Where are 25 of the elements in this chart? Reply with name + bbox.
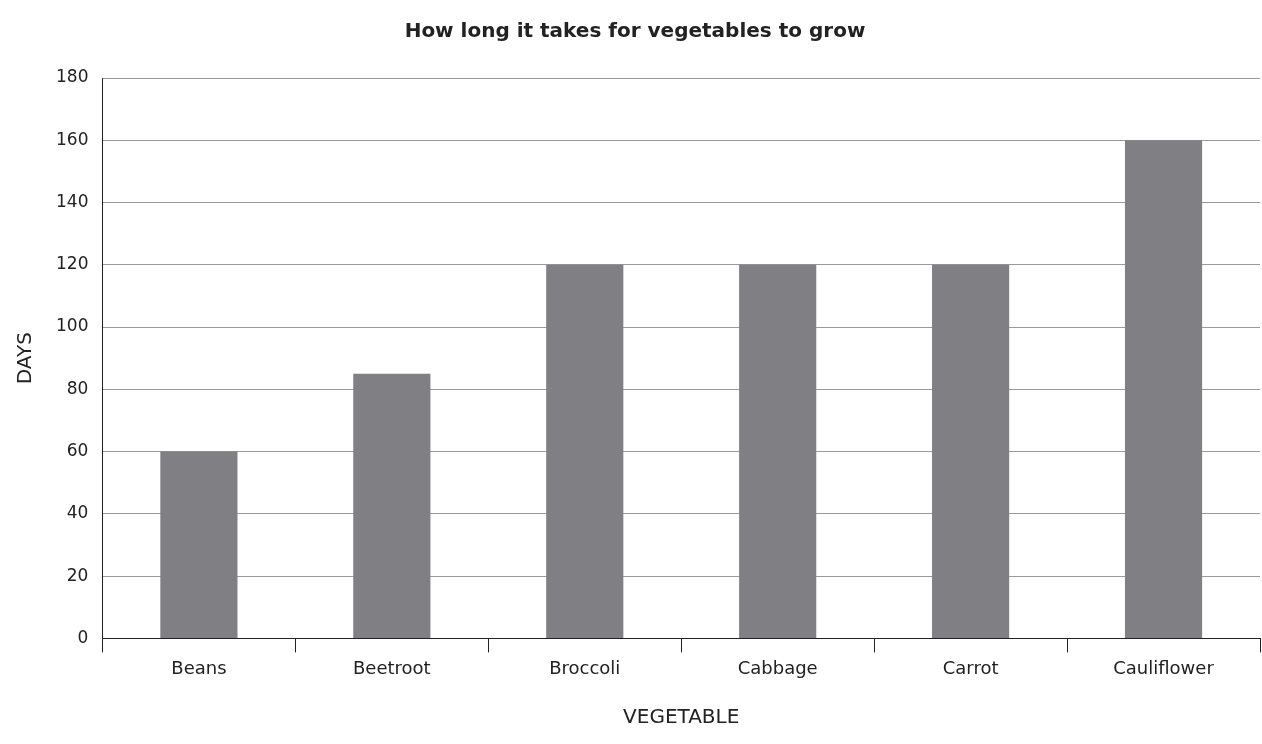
y-tick-label: 120 [55,253,89,274]
y-tick-label: 100 [55,315,89,336]
bar [160,451,238,638]
bar [1124,140,1203,638]
x-tick-label: Broccoli [549,656,621,678]
y-tick-label: 20 [66,564,89,585]
x-tick-label: Cauliflower [1113,656,1215,678]
y-tick-label: 160 [55,128,89,149]
x-tick-label: Beans [171,656,227,678]
y-tick-label: 0 [77,626,89,647]
y-axis-title: DAYS [12,332,37,385]
bar [546,264,624,638]
y-tick-label: 140 [55,190,89,211]
x-axis-title: VEGETABLE [623,704,740,729]
x-tick-label: Carrot [942,656,999,678]
bar [932,264,1010,638]
x-tick-label: Cabbage [737,656,818,678]
y-tick-label: 180 [55,66,89,87]
chart-title: How long it takes for vegetables to grow [404,18,866,43]
y-tick-label: 80 [66,377,89,398]
y-tick-label: 60 [66,440,89,461]
y-tick-label: 40 [66,502,89,523]
x-tick-label: Beetroot [353,656,431,678]
bar [353,373,431,638]
bar [739,264,817,638]
